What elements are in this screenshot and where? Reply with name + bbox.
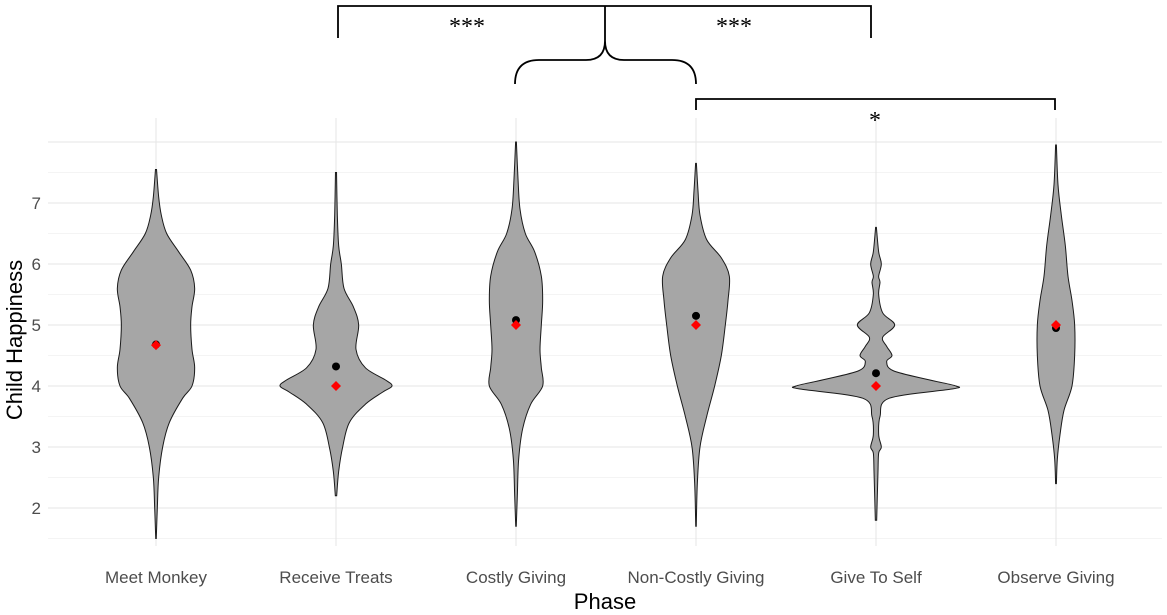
median-point (1051, 320, 1061, 330)
mean-point (332, 362, 340, 371)
median-point (871, 381, 881, 391)
y-tick-labels: 2 3 4 5 6 7 (32, 194, 41, 518)
mean-point (692, 311, 700, 320)
grid (48, 118, 1162, 546)
y-tick-label: 2 (32, 499, 41, 518)
y-tick-label: 3 (32, 438, 41, 457)
median-point (691, 320, 701, 330)
median-point (511, 320, 521, 330)
bracket-brace (514, 6, 697, 85)
bracket-lower (695, 98, 1056, 110)
sig-label-lower: * (869, 108, 881, 134)
y-tick-label: 4 (32, 377, 41, 396)
violin-non-costly-giving (661, 162, 731, 527)
x-tick-label: Costly Giving (466, 568, 566, 587)
sig-label-left: *** (449, 14, 485, 40)
significance-brackets: *** *** * (337, 5, 1056, 134)
x-tick-label: Receive Treats (279, 568, 392, 587)
violin-observe-giving (1036, 144, 1076, 485)
violin-costly-giving (488, 141, 544, 527)
mean-point (872, 369, 880, 378)
y-tick-label: 5 (32, 316, 41, 335)
violin-receive-treats (279, 172, 393, 497)
sig-label-right: *** (716, 14, 752, 40)
violin-meet-monkey (116, 168, 196, 539)
median-point (151, 340, 161, 351)
x-tick-label: Observe Giving (997, 568, 1114, 587)
y-tick-label: 6 (32, 255, 41, 274)
x-axis-title: Phase (574, 589, 636, 614)
markers (151, 311, 1061, 391)
median-point (331, 381, 341, 391)
y-axis-title: Child Happiness (2, 260, 27, 420)
violins (116, 141, 1076, 539)
y-tick-label: 7 (32, 194, 41, 213)
x-tick-label: Meet Monkey (105, 568, 208, 587)
x-tick-label: Give To Self (830, 568, 922, 587)
x-tick-label: Non-Costly Giving (628, 568, 765, 587)
x-tick-labels: Meet Monkey Receive Treats Costly Giving No… (105, 568, 1115, 587)
